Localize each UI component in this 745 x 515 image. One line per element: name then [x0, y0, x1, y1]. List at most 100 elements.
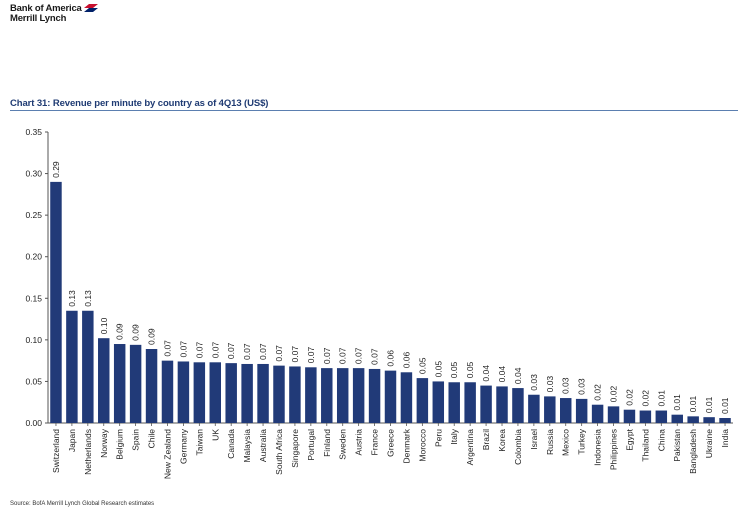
- data-label: 0.07: [306, 346, 316, 363]
- data-label: 0.07: [354, 347, 364, 364]
- bar: [575, 398, 588, 423]
- title-divider: [10, 110, 738, 111]
- brand-name-line2: Merrill Lynch: [10, 13, 67, 24]
- data-label: 0.07: [194, 341, 204, 358]
- x-tick-label: UK: [210, 429, 220, 441]
- data-label: 0.01: [672, 394, 682, 411]
- flag-logo-icon: [84, 4, 98, 12]
- bar: [321, 368, 333, 423]
- x-tick-label: Pakistan: [672, 429, 682, 462]
- bar: [66, 310, 78, 423]
- bar: [50, 181, 62, 423]
- data-label: 0.07: [242, 343, 252, 360]
- data-label: 0.07: [258, 343, 268, 360]
- data-label: 0.13: [83, 290, 93, 307]
- x-tick-label: Norway: [99, 428, 109, 458]
- data-label: 0.01: [688, 396, 698, 413]
- x-tick-label: Philippines: [609, 429, 619, 470]
- bar: [623, 409, 636, 423]
- y-tick-label: 0.20: [25, 252, 42, 262]
- data-label: 0.02: [609, 386, 619, 403]
- data-label: 0.07: [178, 341, 188, 358]
- x-tick-label: Belgium: [115, 429, 125, 460]
- data-label: 0.07: [210, 341, 220, 358]
- bar: [257, 363, 269, 423]
- data-label: 0.07: [322, 347, 332, 364]
- data-label: 0.05: [433, 361, 443, 378]
- data-label: 0.02: [624, 389, 634, 406]
- brand-name-line1: Bank of America: [10, 3, 82, 14]
- data-label: 0.01: [656, 390, 666, 407]
- x-tick-label: Turkey: [577, 428, 587, 454]
- data-label: 0.09: [147, 328, 157, 345]
- x-tick-label: New Zealand: [162, 429, 172, 479]
- data-label: 0.07: [370, 348, 380, 365]
- x-tick-label: Canada: [226, 429, 236, 459]
- bar: [416, 378, 429, 423]
- x-tick-label: Singapore: [290, 429, 300, 468]
- data-label: 0.05: [465, 361, 475, 378]
- x-tick-label: Korea: [497, 429, 507, 452]
- bar: [448, 382, 460, 423]
- x-tick-label: Austria: [354, 429, 364, 456]
- bar: [209, 362, 222, 423]
- bar: [703, 417, 715, 423]
- data-label: 0.04: [513, 367, 523, 384]
- source-note: Source: BofA Merrill Lynch Global Resear…: [10, 501, 155, 507]
- bar: [129, 344, 142, 423]
- x-tick-label: Colombia: [513, 429, 523, 465]
- data-label: 0.29: [51, 161, 61, 178]
- x-tick-label: Egypt: [624, 428, 634, 450]
- data-label: 0.04: [481, 365, 491, 382]
- x-tick-label: Italy: [449, 428, 459, 444]
- bar: [607, 406, 620, 423]
- y-tick-label: 0.30: [25, 169, 42, 179]
- data-label: 0.07: [338, 347, 348, 364]
- x-tick-label: Switzerland: [51, 429, 61, 473]
- x-tick-label: Israel: [529, 429, 539, 450]
- brand-logo: Bank of America Merrill Lynch: [10, 3, 98, 24]
- y-tick-label: 0.25: [25, 210, 42, 220]
- data-label: 0.03: [529, 374, 539, 391]
- y-tick-label: 0.00: [25, 418, 42, 428]
- data-label: 0.01: [704, 396, 714, 413]
- bar: [496, 386, 508, 423]
- x-tick-label: Portugal: [306, 429, 316, 461]
- bar: [305, 367, 317, 423]
- x-tick-label: Malaysia: [242, 429, 252, 463]
- x-tick-label: Indonesia: [593, 429, 603, 466]
- bar: [384, 370, 397, 423]
- x-tick-label: Brazil: [481, 429, 491, 450]
- x-tick-label: France: [370, 429, 380, 456]
- chart-title: Chart 31: Revenue per minute by country …: [10, 98, 269, 109]
- x-tick-label: Thailand: [640, 429, 650, 462]
- x-tick-label: Russia: [545, 429, 555, 455]
- x-tick-label: Ukraine: [704, 429, 714, 459]
- data-label: 0.02: [640, 390, 650, 407]
- x-tick-label: China: [656, 429, 666, 451]
- x-tick-label: South Africa: [274, 429, 284, 475]
- x-tick-label: Finland: [322, 429, 332, 457]
- x-tick-label: Japan: [67, 429, 77, 452]
- bar: [528, 394, 540, 423]
- bar: [591, 404, 604, 423]
- x-tick-label: Taiwan: [194, 429, 204, 456]
- data-label: 0.03: [577, 378, 587, 395]
- x-tick-label: Spain: [131, 429, 141, 451]
- bar: [400, 372, 413, 423]
- x-tick-label: Chile: [147, 429, 157, 449]
- data-label: 0.06: [401, 351, 411, 368]
- y-tick-label: 0.35: [25, 127, 42, 137]
- bar: [671, 414, 683, 423]
- data-label: 0.03: [561, 377, 571, 394]
- bar: [289, 366, 301, 423]
- data-label: 0.07: [274, 345, 284, 362]
- x-tick-label: Germany: [178, 428, 188, 464]
- data-label: 0.07: [162, 340, 172, 357]
- data-label: 0.13: [67, 290, 77, 307]
- x-tick-label: Peru: [433, 429, 443, 447]
- bar: [655, 410, 668, 423]
- bar: [352, 368, 365, 423]
- bar: [82, 310, 94, 423]
